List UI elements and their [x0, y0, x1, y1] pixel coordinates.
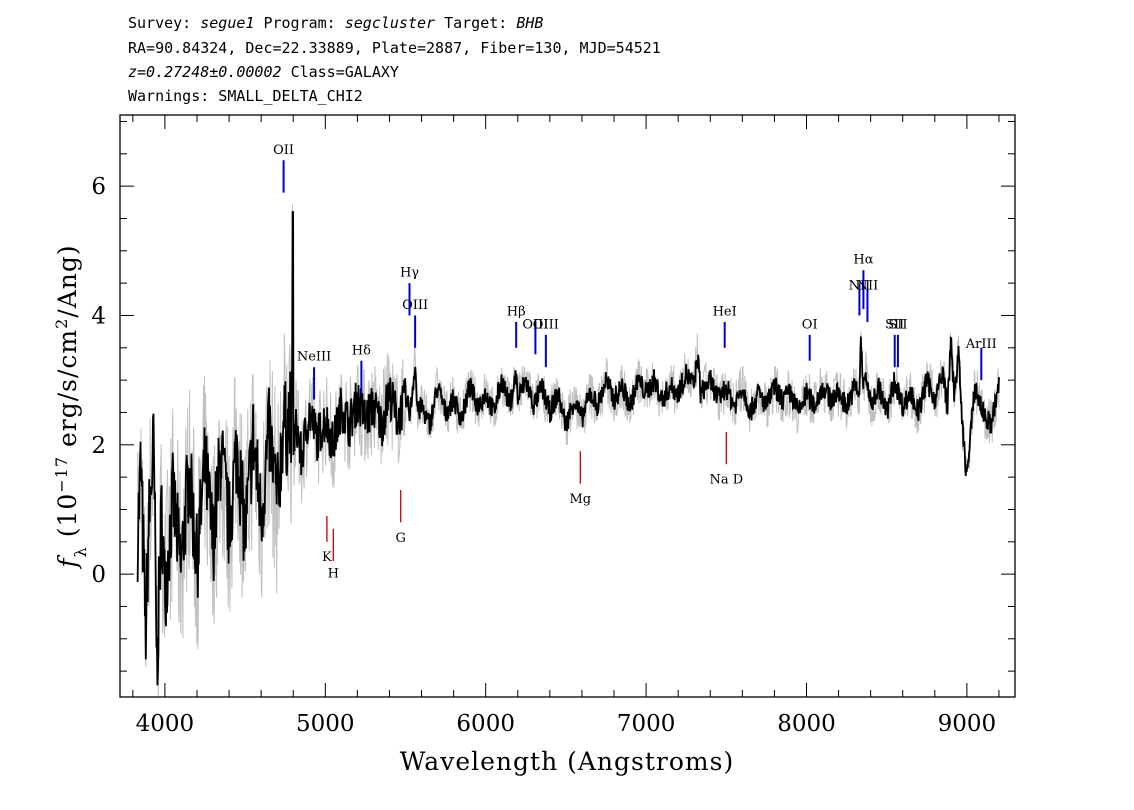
- line-label: OIII: [533, 317, 559, 332]
- line-label: OIII: [522, 317, 548, 332]
- line-label: NII: [857, 279, 879, 294]
- line-label: G: [395, 531, 405, 546]
- axis-ticks: 4000 5000 6000 7000 8000 9000 0 2 4 6: [91, 115, 1015, 737]
- line-label: SII: [885, 317, 904, 332]
- x-tick-label: 8000: [777, 711, 836, 737]
- target-label: Target:: [444, 14, 508, 32]
- line-label: Hβ: [507, 304, 526, 319]
- header-line-4: Warnings: SMALL_DELTA_CHI2: [128, 87, 363, 105]
- line-label: OII: [273, 143, 294, 158]
- class-label: Class=GALAXY: [290, 63, 399, 81]
- y-tick-label: 0: [91, 562, 106, 588]
- x-tick-label: 7000: [617, 711, 676, 737]
- plot-frame: [119, 114, 1016, 698]
- program-label: Program:: [263, 14, 336, 32]
- header-line-2: RA=90.84324, Dec=22.33889, Plate=2887, F…: [128, 39, 661, 57]
- header-line-3: z=0.27248±0.00002 Class=GALAXY: [128, 63, 399, 81]
- target-value: BHB: [516, 14, 544, 32]
- line-label: H: [328, 566, 339, 581]
- line-label: Hα: [853, 253, 873, 268]
- x-tick-label: 6000: [456, 711, 515, 737]
- line-label: ArIII: [965, 337, 997, 352]
- survey-value: segue1: [200, 14, 255, 32]
- line-label: Hδ: [352, 343, 371, 358]
- y-tick-label: 4: [91, 303, 106, 329]
- x-tick-label: 9000: [938, 711, 997, 737]
- line-label: SII: [888, 317, 907, 332]
- x-tick-label: 4000: [136, 711, 195, 737]
- line-label: Hγ: [400, 266, 419, 281]
- y-tick-label: 6: [91, 174, 106, 200]
- y-axis-title: fλ (10−17 erg/s/cm2/Ang): [52, 244, 90, 569]
- x-tick-label: 5000: [296, 711, 355, 737]
- flux-series: [136, 211, 1000, 686]
- line-label: K: [322, 550, 332, 565]
- flux-trace: [136, 211, 1000, 686]
- program-value: segcluster: [344, 14, 436, 32]
- redshift: z=0.27248±0.00002: [128, 63, 282, 81]
- x-axis-title: Wavelength (Angstroms): [400, 747, 734, 776]
- line-label: OI: [802, 317, 818, 332]
- header-line-1: Survey: segue1 Program: segcluster Targe…: [128, 14, 543, 32]
- line-label: NeIII: [297, 350, 331, 365]
- line-label: NII: [849, 279, 871, 294]
- line-label: HeI: [713, 304, 737, 319]
- line-label: Mg: [570, 492, 592, 507]
- line-label: Na D: [709, 473, 743, 488]
- y-tick-label: 2: [91, 433, 106, 459]
- line-label: OIII: [402, 298, 428, 313]
- survey-label: Survey:: [128, 14, 192, 32]
